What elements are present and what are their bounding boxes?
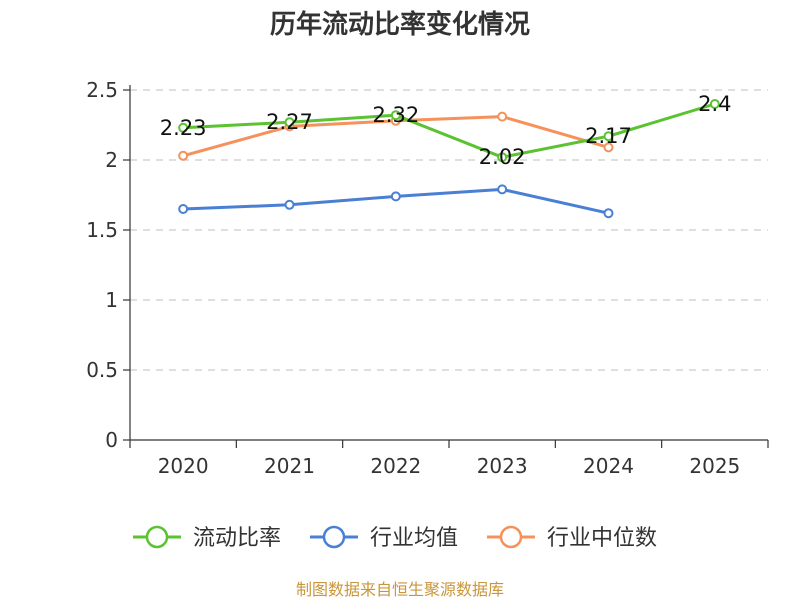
x-tick-label: 2025 [689,454,740,478]
y-tick-label: 2.5 [86,78,118,102]
data-point[interactable] [603,142,614,153]
legend-label: 流动比率 [193,526,281,551]
axes: 0 0.5 1 1.5 2 2.5 2020 2021 2022 2023 2024 2025 [86,78,769,478]
x-tick-label: 2023 [477,454,528,478]
data-point[interactable] [709,99,720,109]
x-tick-label: 2021 [264,454,315,478]
legend-item-1[interactable]: 流动比率 [133,525,281,551]
data-label: 2.32 [372,103,419,127]
data-point[interactable] [390,191,401,202]
data-point[interactable] [390,110,401,121]
data-label: 2.17 [585,124,632,148]
x-tick-label: 2024 [583,454,634,478]
legend-marker [322,525,346,549]
legend[interactable]: 流动比率 行业均值 行业中位数 [133,525,657,551]
x-tick-label: 2022 [370,454,421,478]
y-tick-label: 0.5 [86,358,118,382]
data-point[interactable] [497,111,508,122]
grid-lines [130,89,768,371]
legend-label: 行业均值 [370,526,458,551]
y-tick-label: 1 [105,288,118,312]
y-tick-label: 0 [105,428,118,452]
data-point[interactable] [497,152,508,163]
data-point[interactable] [178,122,189,133]
data-point[interactable] [603,208,614,219]
y-tick-label: 2 [105,148,118,172]
data-point[interactable] [497,184,508,195]
data-point[interactable] [178,150,189,161]
x-tick-label: 2020 [158,454,209,478]
legend-marker [145,525,169,549]
legend-item-2[interactable]: 行业均值 [310,525,458,551]
legend-marker [499,525,523,549]
legend-item-3[interactable]: 行业中位数 [487,525,657,551]
data-label: 2.4 [698,92,731,116]
legend-label: 行业中位数 [547,526,657,551]
series-layer [178,99,720,219]
data-label: 2.27 [266,110,313,134]
data-point[interactable] [178,204,189,214]
source-note: 制图数据来自恒生聚源数据库 [296,580,504,599]
data-point[interactable] [603,131,614,142]
data-labels: 2.23 2.27 2.32 2.02 2.17 2.4 [160,92,732,169]
data-label: 2.02 [479,145,526,169]
series-line-1 [183,102,716,159]
y-tick-label: 1.5 [86,218,118,242]
data-point[interactable] [284,199,295,210]
data-label: 2.23 [160,116,207,140]
chart-title: 历年流动比率变化情况 [270,9,530,40]
data-point[interactable] [284,117,295,128]
